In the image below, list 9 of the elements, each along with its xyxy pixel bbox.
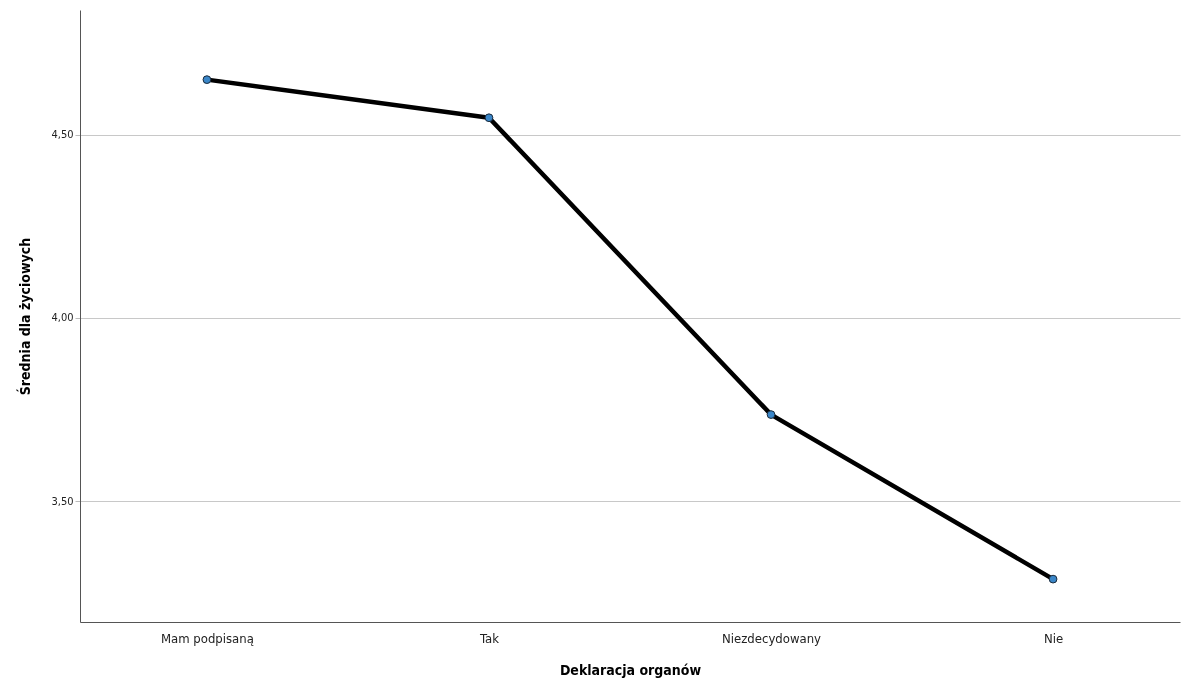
- y-tick-label: 4,50: [51, 128, 74, 142]
- y-axis-title: Średnia dla życiowych: [16, 237, 34, 396]
- x-tick-label: Tak: [479, 630, 500, 646]
- x-axis-title: Deklaracja organów: [559, 661, 702, 678]
- y-tick-label: 3,50: [51, 494, 74, 508]
- y-tick-label: 4,00: [51, 311, 74, 325]
- x-tick-label: Niezdecydowany: [722, 630, 822, 646]
- x-tick-label: Nie: [1043, 630, 1064, 646]
- x-tick-label: Mam podpisaną: [160, 630, 254, 646]
